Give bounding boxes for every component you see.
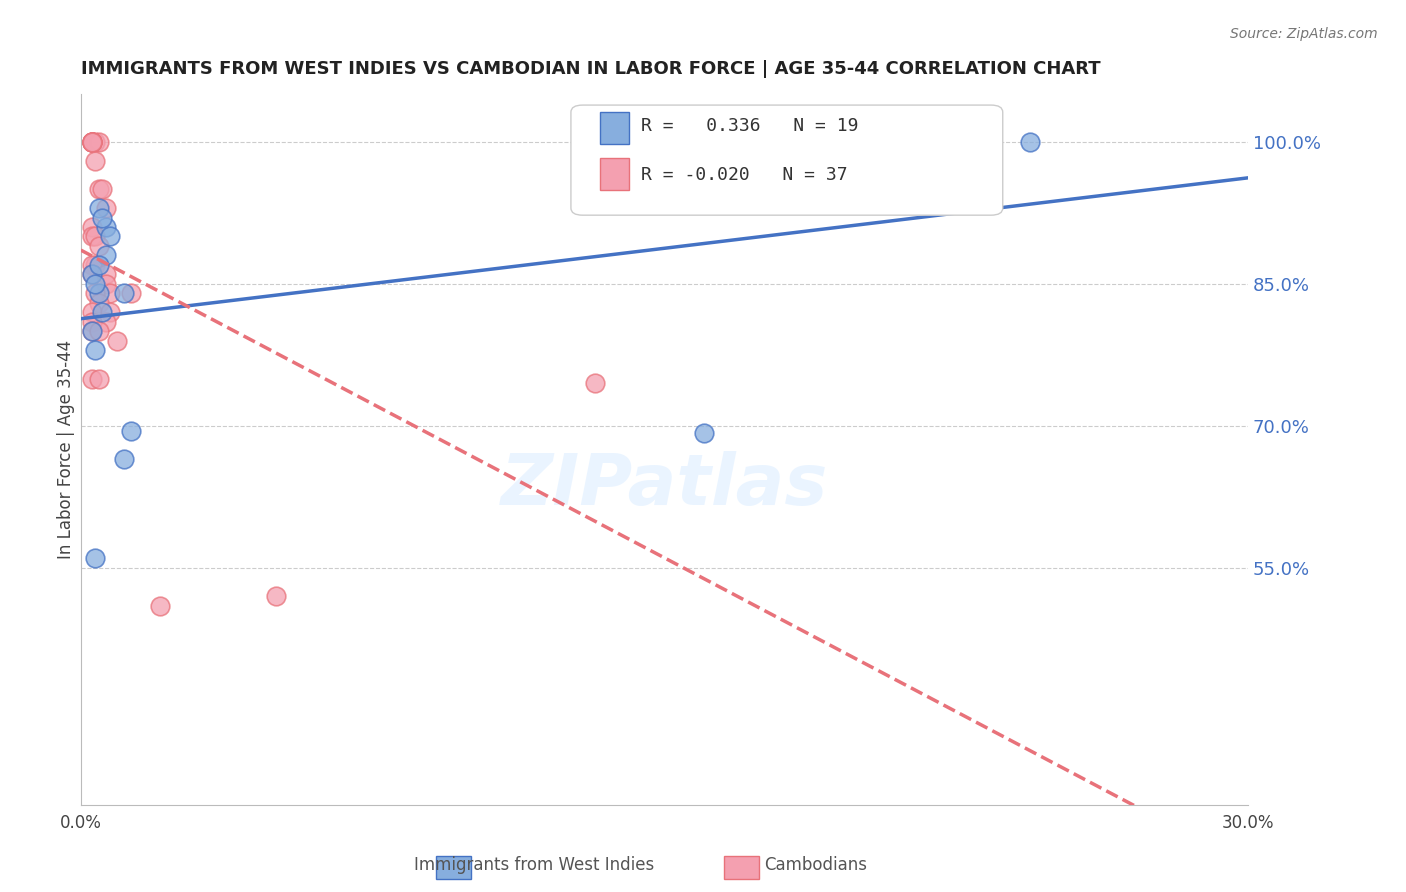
- Point: [91, 305, 114, 319]
- Point: [693, 425, 716, 440]
- Point: [94, 219, 117, 234]
- Point: [84, 258, 107, 272]
- Text: Immigrants from West Indies: Immigrants from West Indies: [415, 856, 654, 874]
- Point: [105, 334, 128, 348]
- FancyBboxPatch shape: [600, 112, 630, 145]
- Text: Cambodians: Cambodians: [763, 856, 868, 874]
- Point: [98, 229, 121, 244]
- Point: [80, 135, 103, 149]
- Point: [87, 135, 110, 149]
- Point: [94, 315, 117, 329]
- Text: R =   0.336   N = 19: R = 0.336 N = 19: [641, 118, 859, 136]
- Point: [266, 590, 288, 604]
- Point: [87, 239, 110, 253]
- Text: ZIPatlas: ZIPatlas: [501, 450, 828, 519]
- Point: [98, 305, 121, 319]
- Text: IMMIGRANTS FROM WEST INDIES VS CAMBODIAN IN LABOR FORCE | AGE 35-44 CORRELATION : IMMIGRANTS FROM WEST INDIES VS CAMBODIAN…: [80, 60, 1101, 78]
- Point: [87, 182, 110, 196]
- Point: [1019, 135, 1042, 149]
- Point: [84, 286, 107, 301]
- Point: [965, 135, 987, 149]
- Point: [80, 135, 103, 149]
- Point: [84, 343, 107, 358]
- Point: [84, 153, 107, 168]
- Point: [80, 135, 103, 149]
- Point: [80, 324, 103, 338]
- Point: [87, 295, 110, 310]
- Point: [112, 452, 135, 467]
- Point: [121, 286, 143, 301]
- FancyBboxPatch shape: [571, 105, 1002, 215]
- Text: R = -0.020   N = 37: R = -0.020 N = 37: [641, 166, 848, 184]
- Point: [583, 376, 606, 391]
- Point: [87, 258, 110, 272]
- Y-axis label: In Labor Force | Age 35-44: In Labor Force | Age 35-44: [58, 340, 75, 559]
- Point: [94, 277, 117, 291]
- Point: [87, 371, 110, 385]
- Point: [80, 324, 103, 338]
- Point: [80, 305, 103, 319]
- Point: [87, 324, 110, 338]
- Point: [149, 599, 172, 613]
- Point: [84, 277, 107, 291]
- Point: [87, 286, 110, 301]
- Point: [98, 286, 121, 301]
- Point: [112, 286, 135, 301]
- Point: [80, 135, 103, 149]
- Point: [94, 268, 117, 282]
- Point: [94, 248, 117, 262]
- Point: [80, 268, 103, 282]
- Point: [84, 135, 107, 149]
- Point: [80, 219, 103, 234]
- Point: [87, 201, 110, 215]
- Point: [91, 211, 114, 225]
- Point: [94, 201, 117, 215]
- Point: [80, 268, 103, 282]
- Point: [80, 315, 103, 329]
- Point: [121, 424, 143, 438]
- Point: [80, 258, 103, 272]
- Point: [80, 229, 103, 244]
- Point: [80, 135, 103, 149]
- Point: [84, 229, 107, 244]
- Point: [84, 551, 107, 566]
- Point: [80, 135, 103, 149]
- Text: Source: ZipAtlas.com: Source: ZipAtlas.com: [1230, 27, 1378, 41]
- FancyBboxPatch shape: [600, 159, 630, 190]
- Point: [91, 182, 114, 196]
- Point: [80, 371, 103, 385]
